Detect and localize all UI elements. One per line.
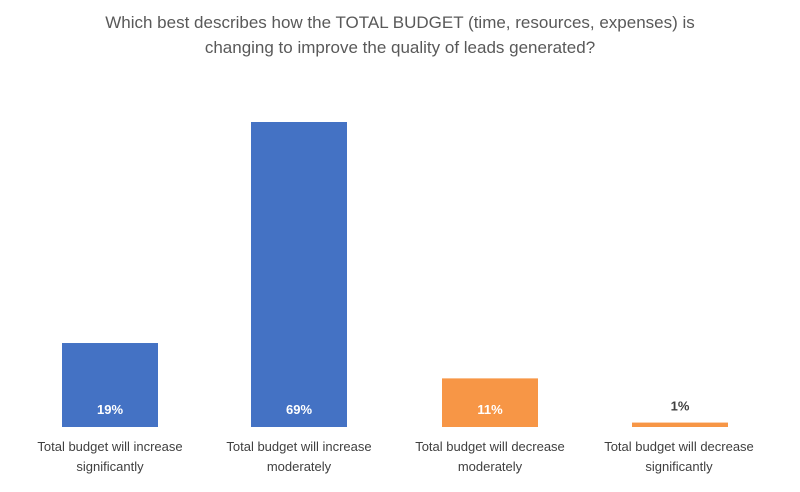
- bar-increase-moderately: [251, 122, 347, 427]
- category-label-increase-significantly: Total budget will increase significantly: [37, 439, 183, 474]
- category-label-decrease-moderately: Total budget will decrease moderately: [415, 439, 565, 474]
- category-label-decrease-significantly: Total budget will decrease significantly: [604, 439, 754, 474]
- bar-decrease-moderately: [442, 378, 538, 427]
- chart-title-line-1: Which best describes how the TOTAL BUDGE…: [105, 13, 695, 32]
- category-label-increase-moderately: Total budget will increase moderately: [226, 439, 372, 474]
- chart-title-line-2: changing to improve the quality of leads…: [204, 38, 596, 57]
- bar-increase-significantly: [62, 343, 158, 427]
- data-label-increase-significantly: 19%: [97, 402, 123, 417]
- data-label-decrease-moderately: 11%: [477, 402, 503, 417]
- data-label-decrease-significantly: 1%: [671, 399, 690, 414]
- data-label-increase-moderately: 69%: [286, 402, 312, 417]
- bar-decrease-significantly: [632, 422, 728, 427]
- chart-title: Which best describes how the TOTAL BUDGE…: [0, 10, 800, 60]
